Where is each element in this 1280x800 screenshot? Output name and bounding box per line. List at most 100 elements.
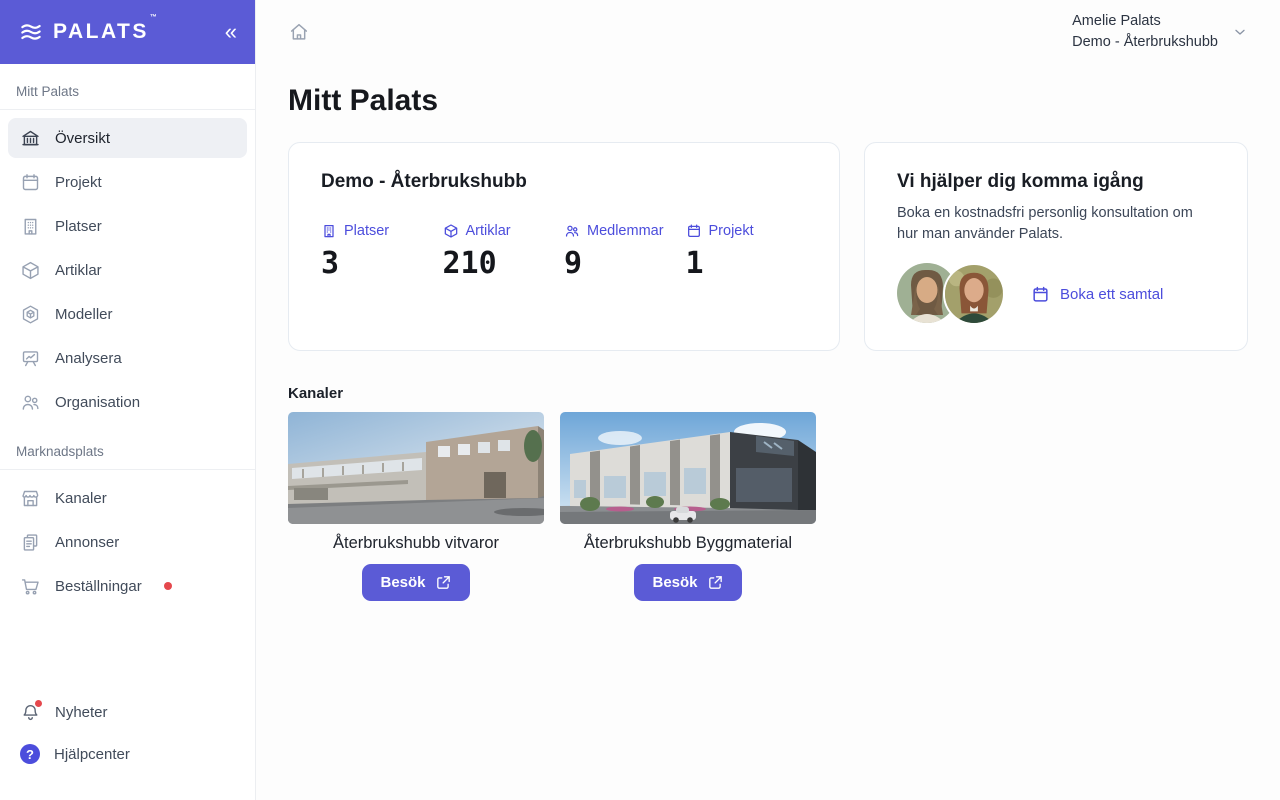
sidebar-item-label: Beställningar [55,577,142,595]
main-area: Amelie Palats Demo - Återbrukshubb Mitt … [256,0,1280,800]
stat-artiklar: Artiklar 210 [443,223,565,281]
stat-label: Projekt [708,223,754,239]
sidebar-item-label: Kanaler [55,489,107,507]
sidebar-item-label: Översikt [55,129,111,147]
sidebar-item-analysera[interactable]: Analysera [8,338,247,378]
sidebar-item-organisation[interactable]: Organisation [8,382,247,422]
sidebar-item-kanaler[interactable]: Kanaler [8,478,247,518]
help-card-title: Vi hjälper dig komma igång [897,171,1144,192]
onboarding-help-card: Vi hjälper dig komma igång Boka en kostn… [864,142,1248,351]
stat-projekt: Projekt 1 [686,223,808,281]
channel-thumbnail [560,412,816,524]
bell-icon [20,698,43,723]
user-info: Amelie Palats Demo - Återbrukshubb [1072,11,1218,53]
cube-icon [443,223,459,239]
sidebar-item-annonser[interactable]: Annonser [8,522,247,562]
workspace-name: Demo - Återbrukshubb [1072,34,1218,50]
sidebar-item-bestallningar[interactable]: Beställningar [8,566,247,606]
workspace-overview-card: Demo - Återbrukshubb Platser 3 [288,142,840,351]
calendar-icon [1031,285,1050,304]
channel-card: Återbrukshubb vitvaror Besök [288,412,544,601]
sidebar: PALATS™ « Mitt Palats Översikt Projekt [0,0,256,800]
chevron-down-icon [1232,24,1248,40]
user-name: Amelie Palats [1072,12,1161,29]
calendar-icon [686,223,702,239]
sidebar-item-label: Hjälpcenter [54,745,130,763]
logo-text: PALATS™ [53,14,160,43]
sidebar-item-label: Platser [55,217,102,235]
building-icon [20,216,41,237]
consultant-avatars [897,263,1005,326]
sidebar-item-label: Artiklar [55,261,102,279]
stat-label: Artiklar [465,223,511,239]
stat-value: 210 [442,246,497,281]
model-hexagon-icon [20,304,41,325]
stat-value: 3 [321,246,340,281]
sidebar-item-nyheter[interactable]: Nyheter [8,692,247,732]
sidebar-item-label: Annonser [55,533,120,551]
stats-row: Platser 3 Artiklar 210 [321,223,807,281]
channel-name: Återbrukshubb Byggmaterial [583,534,793,552]
presentation-chart-icon [20,348,41,369]
visit-channel-button[interactable]: Besök [634,564,742,601]
external-link-icon [435,574,452,591]
book-call-button[interactable]: Boka ett samtal [1031,285,1163,304]
stat-platser: Platser 3 [321,223,443,281]
page-title: Mitt Palats [288,84,439,117]
brand-logo: PALATS™ [18,14,160,45]
channel-card: Återbrukshubb Byggmaterial Besök [560,412,816,601]
sidebar-item-platser[interactable]: Platser [8,206,247,246]
sidebar-section-label: Mitt Palats [16,84,80,99]
visit-channel-button[interactable]: Besök [362,564,470,601]
sidebar-item-label: Organisation [55,393,141,411]
external-link-icon [707,574,724,591]
sidebar-item-modeller[interactable]: Modeller [8,294,247,334]
question-circle-icon: ? [20,744,40,764]
channel-thumbnail [288,412,544,524]
cart-icon [20,576,41,597]
notification-dot [34,698,43,708]
trademark: ™ [149,14,160,21]
avatar [943,263,1005,326]
channel-name: Återbrukshubb vitvaror [333,534,499,552]
sidebar-section-label: Marknadsplats [16,444,104,459]
visit-button-label: Besök [652,574,698,591]
stat-label: Platser [344,223,390,239]
sidebar-item-label: Projekt [55,173,102,191]
home-icon [288,21,310,43]
user-menu[interactable]: Amelie Palats Demo - Återbrukshubb [1072,11,1248,53]
divider [0,109,255,110]
people-icon [20,392,41,413]
sidebar-item-projekt[interactable]: Projekt [8,162,247,202]
storefront-icon [20,488,41,509]
building-icon [321,223,337,239]
overview-card-title: Demo - Återbrukshubb [321,171,527,192]
palats-wave-logo-icon [18,19,44,45]
help-card-body: Boka en kostnadsfri personlig konsultati… [897,205,1193,243]
stat-value: 1 [685,246,704,281]
topbar: Amelie Palats Demo - Återbrukshubb [256,0,1280,64]
sidebar-footer: Nyheter ? Hjälpcenter [0,690,255,800]
sidebar-item-label: Modeller [55,305,113,323]
sidebar-item-label: Nyheter [55,703,108,721]
sidebar-item-artiklar[interactable]: Artiklar [8,250,247,290]
bank-icon [20,128,41,149]
content: Mitt Palats Demo - Återbrukshubb Platser… [256,64,1280,601]
visit-button-label: Besök [380,574,426,591]
stat-value: 9 [564,246,583,281]
divider [0,469,255,470]
sidebar-item-label: Analysera [55,349,122,367]
home-button[interactable] [288,21,310,43]
calendar-icon [20,172,41,193]
double-chevron-left-icon: « [224,19,237,44]
channels-heading: Kanaler [288,385,344,402]
sidebar-item-hjalpcenter[interactable]: ? Hjälpcenter [8,734,247,774]
sidebar-item-oversikt[interactable]: Översikt [8,118,247,158]
book-call-label: Boka ett samtal [1060,285,1164,303]
cube-icon [20,260,41,281]
clipboard-icon [20,532,41,553]
notification-dot [163,582,172,590]
stat-label: Medlemmar [587,223,664,239]
logo-bar: PALATS™ « [0,0,255,64]
sidebar-collapse-button[interactable]: « [225,21,237,43]
